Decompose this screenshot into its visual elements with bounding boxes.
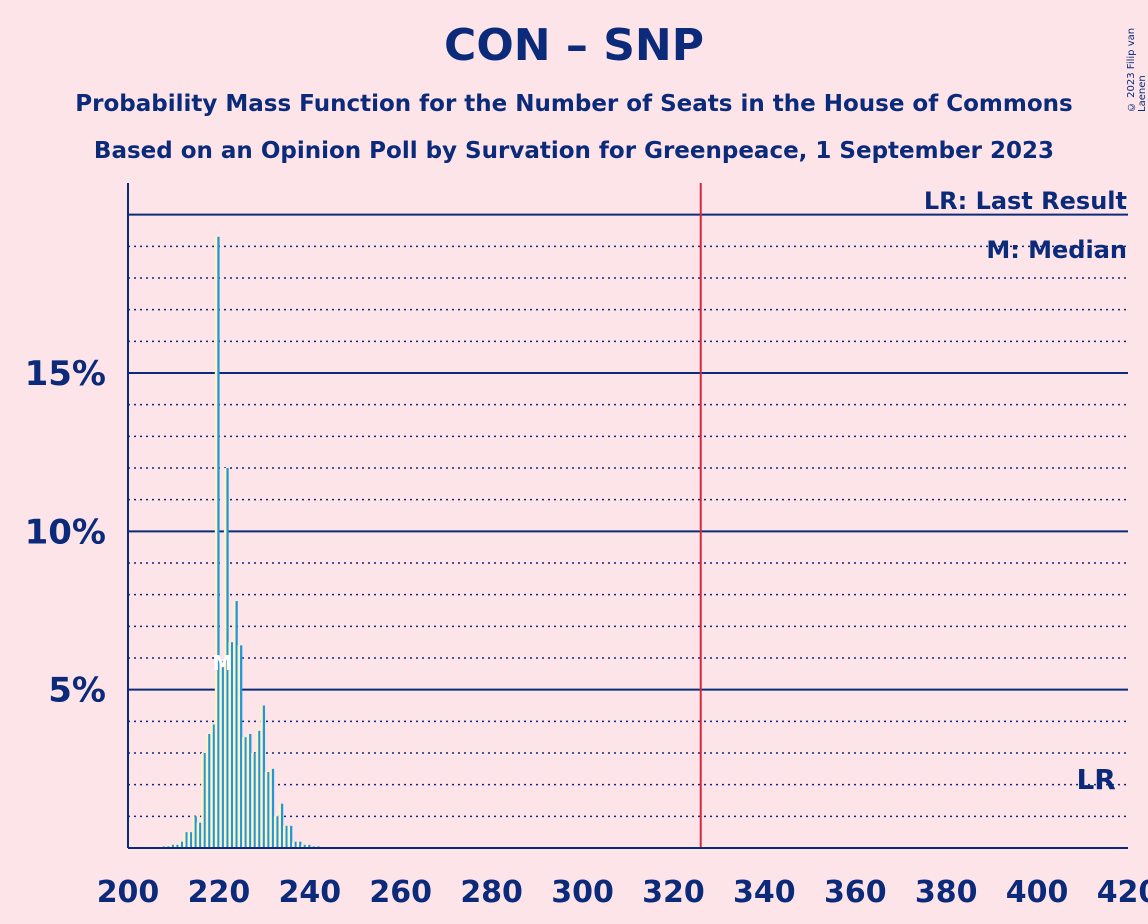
bar-229 bbox=[258, 730, 261, 848]
bar-shadow-232 bbox=[269, 768, 273, 848]
bar-231 bbox=[267, 772, 270, 848]
grid bbox=[128, 213, 1128, 818]
x-tick-200: 200 bbox=[97, 875, 160, 910]
bar-240 bbox=[308, 844, 311, 848]
y-tick-5: 5% bbox=[48, 671, 106, 711]
bar-shadow-212 bbox=[178, 841, 183, 848]
bar-shadow-211 bbox=[173, 844, 178, 848]
bar-234 bbox=[280, 803, 284, 848]
y-tick-15: 15% bbox=[25, 354, 106, 394]
bar-211 bbox=[176, 844, 179, 848]
bar-219 bbox=[212, 724, 216, 848]
bar-236 bbox=[290, 825, 293, 848]
x-tick-280: 280 bbox=[460, 875, 523, 910]
chart-title: CON – SNP bbox=[444, 20, 704, 71]
bar-232 bbox=[271, 768, 275, 848]
bar-shadow-230 bbox=[260, 705, 264, 848]
x-tick-labels: 200 220 240 260 280 300 320 340 360 380 400 420 bbox=[97, 875, 1148, 910]
x-tick-320: 320 bbox=[642, 875, 705, 910]
bar-238 bbox=[299, 841, 302, 848]
bar-235 bbox=[285, 825, 288, 848]
bar-shadow-216 bbox=[196, 822, 201, 848]
bar-228 bbox=[253, 753, 256, 848]
bar-216 bbox=[199, 822, 202, 848]
bar-shadow-221 bbox=[219, 661, 223, 848]
bar-226 bbox=[244, 737, 247, 848]
legend-last-result: LR: Last Result bbox=[924, 187, 1127, 215]
bar-213 bbox=[185, 832, 188, 848]
chart-source: Based on an Opinion Poll by Survation fo… bbox=[93, 138, 1055, 164]
bar-shadow-236 bbox=[287, 825, 292, 848]
bar-shadow-213 bbox=[183, 832, 187, 848]
bar-shadow-238 bbox=[296, 841, 301, 848]
x-tick-260: 260 bbox=[369, 875, 432, 910]
bar-shadow-222 bbox=[223, 468, 228, 848]
x-tick-240: 240 bbox=[279, 875, 342, 910]
bars bbox=[160, 236, 325, 849]
axes bbox=[127, 183, 1128, 849]
bar-shadow-224 bbox=[233, 601, 237, 848]
last-result-marker: LR bbox=[1076, 763, 1115, 796]
bar-shadow-217 bbox=[201, 753, 205, 848]
bar-218 bbox=[208, 734, 211, 848]
bar-shadow-233 bbox=[273, 816, 278, 848]
y-tick-10: 10% bbox=[25, 512, 106, 552]
x-tick-220: 220 bbox=[188, 875, 251, 910]
bar-239 bbox=[303, 844, 306, 848]
bar-shadow-227 bbox=[246, 734, 251, 848]
bar-shadow-215 bbox=[192, 816, 196, 848]
x-tick-340: 340 bbox=[733, 875, 796, 910]
bar-237 bbox=[294, 841, 297, 848]
bar-shadow-210 bbox=[169, 844, 173, 848]
bar-225 bbox=[240, 645, 243, 848]
bar-215 bbox=[194, 816, 197, 848]
bar-shadow-226 bbox=[242, 737, 246, 848]
x-tick-380: 380 bbox=[915, 875, 978, 910]
bar-shadow-231 bbox=[264, 772, 269, 848]
bar-214 bbox=[190, 832, 193, 848]
x-tick-300: 300 bbox=[551, 875, 614, 910]
bar-223 bbox=[230, 642, 234, 848]
bar-217 bbox=[203, 753, 206, 848]
bar-221 bbox=[221, 661, 225, 848]
bar-shadow-214 bbox=[187, 832, 192, 848]
bar-shadow-229 bbox=[255, 730, 260, 848]
bar-shadow-237 bbox=[292, 841, 296, 848]
bar-233 bbox=[276, 816, 279, 848]
bar-220 bbox=[217, 236, 220, 849]
x-tick-360: 360 bbox=[824, 875, 887, 910]
bar-shadow-225 bbox=[237, 645, 242, 848]
chart-subtitle: Probability Mass Function for the Number… bbox=[75, 91, 1073, 117]
bar-shadow-223 bbox=[228, 642, 233, 848]
bar-shadow-219 bbox=[210, 724, 214, 848]
bar-shadow-234 bbox=[278, 803, 283, 848]
bar-224 bbox=[235, 601, 238, 848]
bar-shadow-220 bbox=[214, 236, 219, 849]
bar-222 bbox=[226, 468, 229, 848]
bar-shadow-235 bbox=[283, 825, 287, 848]
x-tick-400: 400 bbox=[1006, 875, 1069, 910]
median-marker: M bbox=[213, 651, 233, 675]
bar-shadow-239 bbox=[301, 844, 305, 848]
bar-212 bbox=[180, 841, 184, 848]
bar-shadow-228 bbox=[251, 753, 255, 848]
bar-227 bbox=[249, 734, 252, 848]
bar-210 bbox=[171, 844, 175, 848]
legend-median: M: Median bbox=[986, 236, 1127, 264]
y-tick-labels: 5% 10% 15% bbox=[25, 354, 106, 711]
bar-shadow-240 bbox=[305, 844, 310, 848]
x-tick-420: 420 bbox=[1097, 875, 1148, 910]
bar-shadow-218 bbox=[205, 734, 210, 848]
bar-230 bbox=[262, 705, 266, 848]
